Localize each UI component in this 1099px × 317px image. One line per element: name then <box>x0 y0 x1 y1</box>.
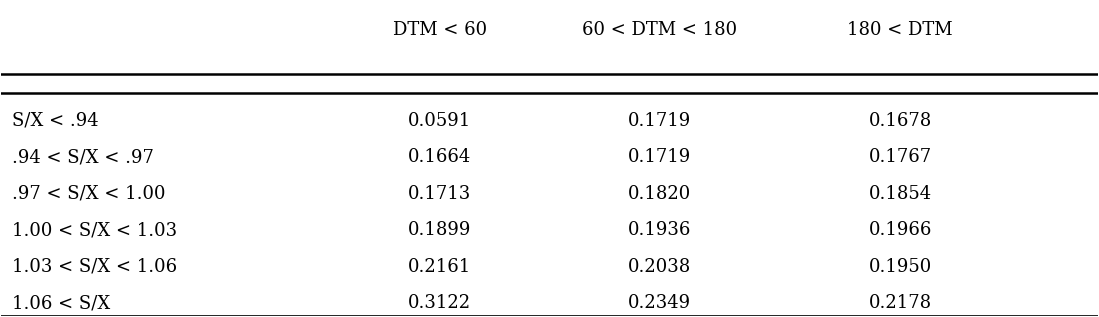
Text: DTM < 60: DTM < 60 <box>392 21 487 39</box>
Text: 0.1767: 0.1767 <box>868 148 932 166</box>
Text: 0.0591: 0.0591 <box>408 112 471 130</box>
Text: S/X < .94: S/X < .94 <box>12 112 99 130</box>
Text: 0.1719: 0.1719 <box>628 112 691 130</box>
Text: 1.00 < S/X < 1.03: 1.00 < S/X < 1.03 <box>12 221 177 239</box>
Text: 0.1936: 0.1936 <box>628 221 691 239</box>
Text: 0.2161: 0.2161 <box>408 258 471 275</box>
Text: 0.1820: 0.1820 <box>628 185 691 203</box>
Text: 0.1678: 0.1678 <box>868 112 932 130</box>
Text: .97 < S/X < 1.00: .97 < S/X < 1.00 <box>12 185 166 203</box>
Text: 0.3122: 0.3122 <box>409 294 471 312</box>
Text: 0.1713: 0.1713 <box>408 185 471 203</box>
Text: 0.1950: 0.1950 <box>868 258 932 275</box>
Text: 0.2038: 0.2038 <box>628 258 691 275</box>
Text: 0.1854: 0.1854 <box>868 185 932 203</box>
Text: 0.2349: 0.2349 <box>628 294 690 312</box>
Text: 60 < DTM < 180: 60 < DTM < 180 <box>581 21 736 39</box>
Text: 0.1899: 0.1899 <box>408 221 471 239</box>
Text: 1.06 < S/X: 1.06 < S/X <box>12 294 111 312</box>
Text: 0.2178: 0.2178 <box>868 294 932 312</box>
Text: .94 < S/X < .97: .94 < S/X < .97 <box>12 148 154 166</box>
Text: 180 < DTM: 180 < DTM <box>847 21 953 39</box>
Text: 0.1966: 0.1966 <box>868 221 932 239</box>
Text: 0.1719: 0.1719 <box>628 148 691 166</box>
Text: 0.1664: 0.1664 <box>408 148 471 166</box>
Text: 1.03 < S/X < 1.06: 1.03 < S/X < 1.06 <box>12 258 177 275</box>
